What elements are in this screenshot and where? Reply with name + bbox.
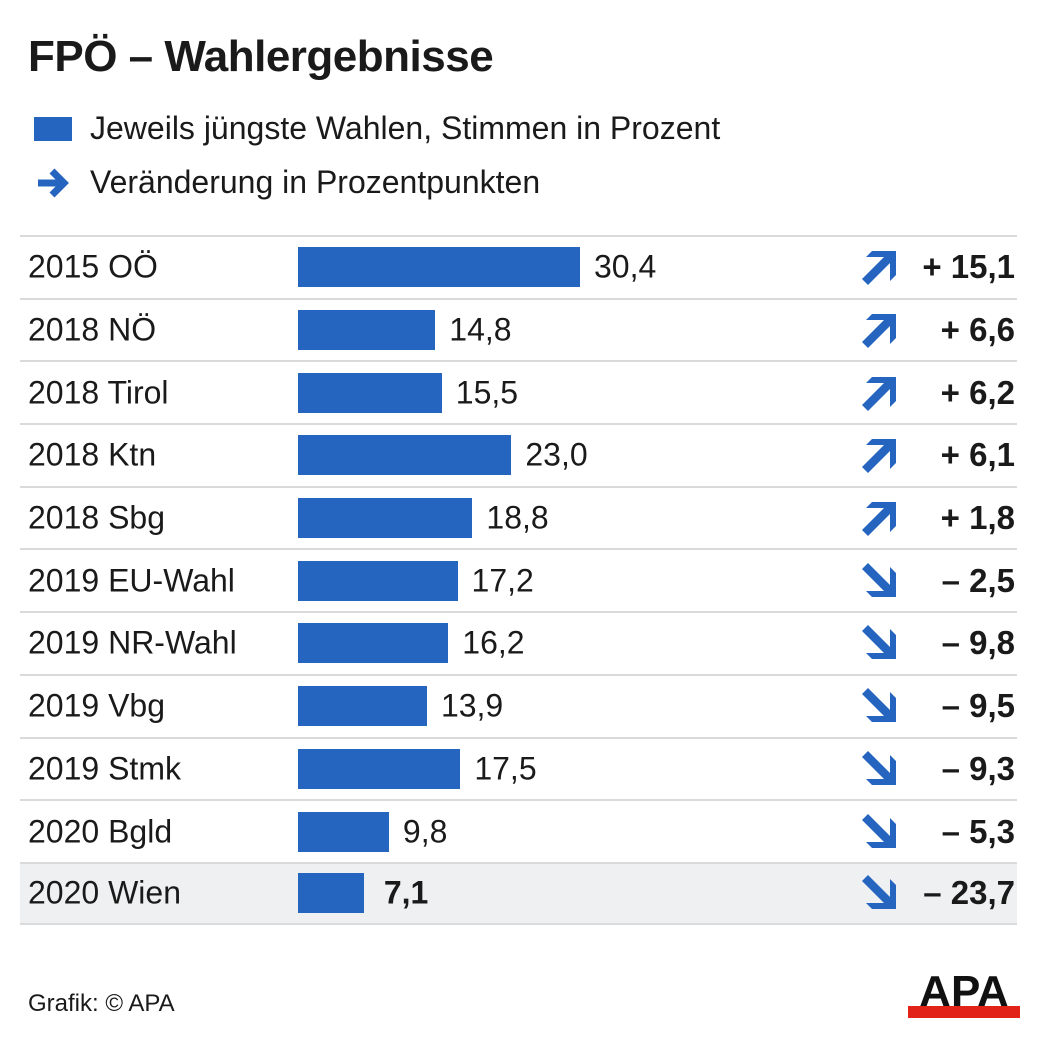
- category-label: 2018 Ktn: [28, 436, 157, 473]
- category-label: 2019 Vbg: [28, 687, 166, 724]
- change-label: + 1,8: [940, 499, 1015, 537]
- source-credit: Grafik: © APA: [28, 990, 175, 1017]
- category-label: 2019 Stmk: [28, 750, 181, 787]
- value-label: 18,8: [486, 499, 549, 536]
- legend-bar: Jeweils jüngste Wahlen, Stimmen in Proze…: [34, 110, 720, 147]
- change-label: – 9,8: [941, 624, 1015, 662]
- value-label: 30,4: [594, 248, 657, 285]
- change-label: + 6,6: [940, 311, 1015, 349]
- bar-row: 2019 Stmk 17,5 – 9,3: [20, 736, 1017, 800]
- value-label: 16,2: [462, 624, 525, 661]
- category-label: 2018 Sbg: [28, 499, 166, 536]
- legend-bar-label: Jeweils jüngste Wahlen, Stimmen in Proze…: [90, 110, 721, 146]
- category-label: 2019 EU-Wahl: [28, 562, 235, 599]
- arrow-down-right-icon: [862, 750, 896, 785]
- arrow-down-right-icon: [862, 875, 896, 910]
- bar-row: 2020 Bgld 9,8 – 5,3: [20, 799, 1017, 862]
- bar: [298, 435, 512, 476]
- bar: [298, 873, 364, 914]
- change-label: + 15,1: [922, 248, 1015, 286]
- legend-arrow-label: Veränderung in Prozentpunkten: [90, 164, 541, 200]
- category-label: 2020 Wien: [28, 874, 181, 911]
- chart-title: FPÖ – Wahlergebnisse: [28, 32, 494, 81]
- value-label: 15,5: [455, 374, 519, 411]
- bar: [298, 310, 436, 351]
- bar: [298, 560, 458, 601]
- bar: [298, 498, 473, 539]
- change-label: – 9,3: [941, 749, 1015, 787]
- arrow-up-right-icon: [862, 251, 896, 286]
- bar-row: 2018 Sbg 18,8 + 1,8: [20, 485, 1017, 549]
- apa-logo: APA: [908, 970, 1020, 1018]
- value-label: 14,8: [449, 311, 512, 348]
- value-label: 23,0: [525, 436, 588, 473]
- arrow-down-right-icon: [862, 688, 896, 723]
- bar: [298, 372, 442, 413]
- bar-row: 2018 Tirol 15,5 + 6,2: [20, 360, 1017, 423]
- value-label: 17,5: [474, 750, 537, 787]
- apa-logo-bar: [908, 1006, 1020, 1018]
- arrow-right-icon: [38, 168, 69, 197]
- arrow-up-right-icon: [862, 376, 896, 411]
- value-label: 7,1: [383, 874, 429, 911]
- change-label: + 6,1: [940, 436, 1015, 474]
- category-label: 2018 Tirol: [28, 374, 169, 411]
- arrow-up-right-icon: [862, 439, 896, 474]
- arrow-down-right-icon: [862, 813, 896, 848]
- bar-row: 2015 OÖ 30,4 + 15,1: [20, 235, 1017, 298]
- bar: [298, 247, 580, 288]
- bar-row: 2020 Wien 7,1 – 23,7: [20, 861, 1017, 925]
- bar-row: 2019 NR-Wahl 16,2 – 9,8: [20, 611, 1017, 674]
- change-label: + 6,2: [940, 373, 1015, 411]
- arrow-up-right-icon: [862, 314, 896, 349]
- category-label: 2015 OÖ: [28, 248, 158, 285]
- arrow-down-right-icon: [862, 625, 896, 660]
- change-label: – 2,5: [941, 561, 1015, 599]
- category-label: 2020 Bgld: [28, 813, 173, 850]
- bar: [298, 686, 427, 727]
- arrow-up-right-icon: [862, 502, 896, 537]
- legend-arrow: Veränderung in Prozentpunkten: [34, 164, 540, 201]
- change-label: – 9,5: [941, 687, 1015, 725]
- change-label: – 5,3: [941, 812, 1015, 850]
- bar-row: 2018 NÖ 14,8 + 6,6: [20, 297, 1017, 361]
- bar-rows: 2015 OÖ 30,4 + 15,1 2018 NÖ 14,8 + 6,6 2018 Ti…: [20, 235, 1017, 925]
- bar: [298, 748, 461, 789]
- arrow-down-right-icon: [862, 562, 896, 597]
- value-label: 13,9: [440, 687, 504, 724]
- value-label: 9,8: [402, 813, 448, 850]
- bar-row: 2019 Vbg 13,9 – 9,5: [20, 673, 1017, 737]
- bar-row: 2019 EU-Wahl 17,2 – 2,5: [20, 548, 1017, 611]
- change-label: – 23,7: [923, 874, 1015, 912]
- legend-swatch: [34, 116, 72, 141]
- category-label: 2018 NÖ: [28, 311, 157, 348]
- bar: [298, 623, 449, 664]
- bar: [298, 811, 389, 852]
- value-label: 17,2: [471, 562, 534, 599]
- category-label: 2019 NR-Wahl: [28, 624, 237, 661]
- bar-row: 2018 Ktn 23,0 + 6,1: [20, 423, 1017, 486]
